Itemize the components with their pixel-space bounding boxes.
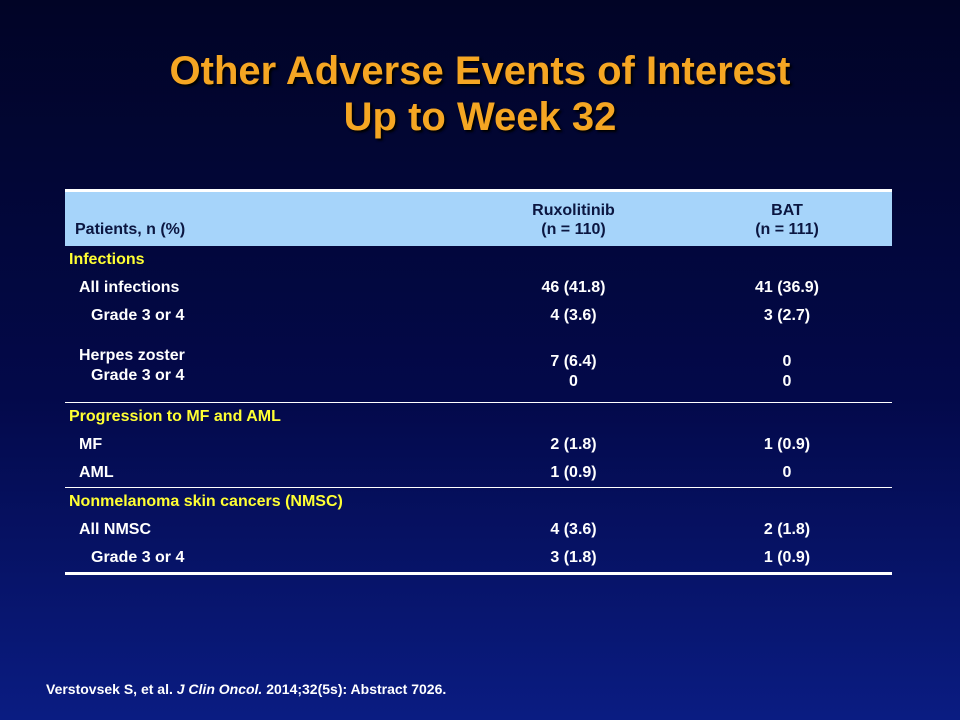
citation-journal: J Clin Oncol. [176,681,263,697]
title-line-1: Other Adverse Events of Interest [169,49,791,93]
citation-authors: Verstovsek S, et al. [46,681,173,697]
table-row: Herpes zoster Grade 3 or 4 7 (6.4) 0 0 0 [65,330,892,403]
header-ruxolitinib: Ruxolitinib (n = 110) [465,189,682,246]
row-label: Herpes zoster [79,346,185,364]
row-label: Grade 3 or 4 [91,366,185,384]
section-row: Progression to MF and AML [65,401,892,431]
citation-details: 2014;32(5s): Abstract 7026. [266,681,447,697]
adverse-events-table: Patients, n (%) Ruxolitinib (n = 110) BA… [65,189,892,575]
row-label: AML [79,463,114,481]
section-row: Nonmelanoma skin cancers (NMSC) [65,486,892,516]
cell-ruxolitinib: 1 (0.9) [550,463,597,481]
table-row: Grade 3 or 4 3 (1.8) 1 (0.9) [65,543,892,575]
row-label: Grade 3 or 4 [91,306,185,324]
section-infections: Infections [69,250,145,268]
table-row: AML 1 (0.9) 0 [65,459,892,488]
row-label-stack: Herpes zoster Grade 3 or 4 [65,330,465,403]
cell-bat: 1 (0.9) [682,543,892,575]
cell-bat: 1 (0.9) [763,435,811,453]
header-bat-name: BAT [771,201,803,219]
table-row: Grade 3 or 4 4 (3.6) 3 (2.7) [65,302,892,330]
row-label: All NMSC [79,520,151,538]
cell-bat: 2 (1.8) [763,520,811,538]
table-row: All infections 46 (41.8) 41 (36.9) [65,274,892,302]
table-row: MF 2 (1.8) 1 (0.9) [65,431,892,459]
header-ruxolitinib-name: Ruxolitinib [532,201,615,219]
citation: Verstovsek S, et al. J Clin Oncol. 2014;… [46,681,446,697]
slide-title: Other Adverse Events of Interest Up to W… [0,48,960,140]
section-progression: Progression to MF and AML [65,401,892,431]
section-nmsc: Nonmelanoma skin cancers (NMSC) [65,486,892,516]
cell-bat: 0 [782,372,792,390]
cell-bat: 0 [782,352,792,370]
cell-ruxolitinib: 3 (1.8) [465,543,682,575]
cell-bat: 3 (2.7) [763,306,811,324]
header-label: Patients, n (%) [65,189,465,246]
table-row: All NMSC 4 (3.6) 2 (1.8) [65,516,892,544]
section-row: Infections [65,246,892,274]
cell-bat: 0 [782,463,792,481]
header-bat-n: (n = 111) [755,220,819,238]
header-ruxolitinib-n: (n = 110) [541,220,606,238]
cell-ruxolitinib: 0 [569,372,578,390]
row-label: All infections [79,278,180,296]
row-label: Grade 3 or 4 [65,543,465,575]
cell-ruxolitinib: 2 (1.8) [550,435,597,453]
cell-ruxolitinib: 46 (41.8) [541,278,606,296]
cell-ruxolitinib: 4 (3.6) [550,520,597,538]
cell-bat: 41 (36.9) [754,278,820,296]
cell-bat-stack: 0 0 [682,330,892,403]
table-header-row: Patients, n (%) Ruxolitinib (n = 110) BA… [65,189,892,246]
title-line-2: Up to Week 32 [343,95,617,139]
header-bat: BAT (n = 111) [682,189,892,246]
row-label: MF [79,435,103,453]
cell-ruxolitinib: 4 (3.6) [550,306,597,324]
cell-ruxolitinib-stack: 7 (6.4) 0 [465,330,682,403]
cell-ruxolitinib: 7 (6.4) [550,352,597,370]
